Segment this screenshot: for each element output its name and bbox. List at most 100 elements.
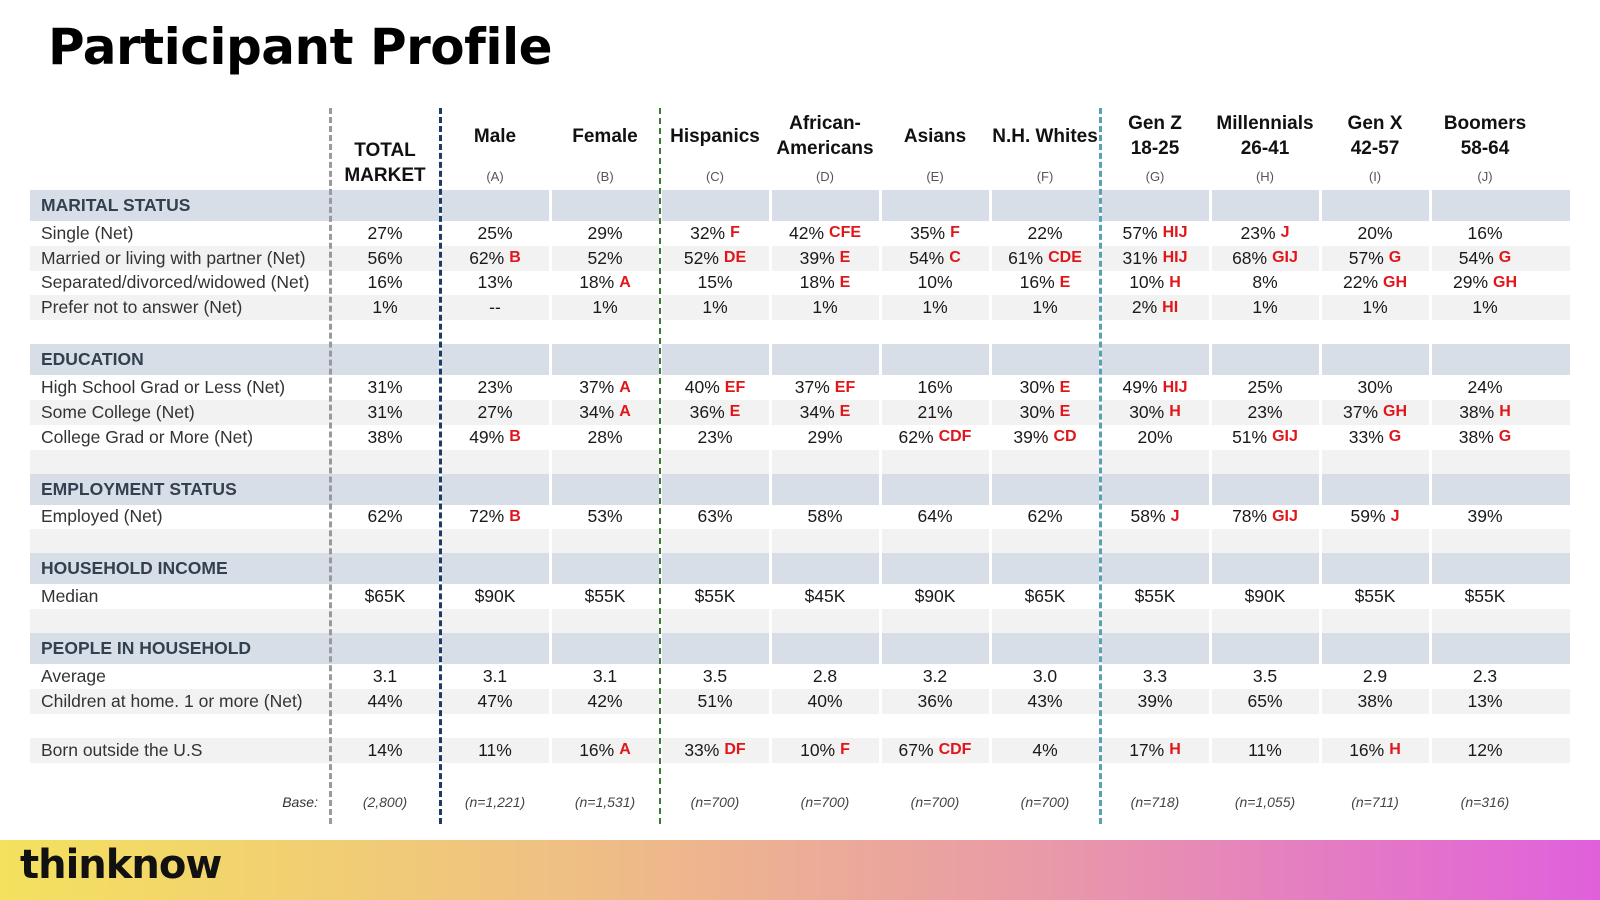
cell-value: 10% xyxy=(917,272,953,293)
table-cell: 22% GH xyxy=(1320,271,1430,296)
table-cell: $65K xyxy=(990,584,1100,609)
table-cell: 10% xyxy=(880,271,990,296)
cell-value: 1% xyxy=(592,297,618,318)
table-cell: 38% G xyxy=(1430,425,1540,450)
cell-value: 63% xyxy=(697,506,733,527)
table-cell: 36% E xyxy=(660,400,770,425)
cell-value: $65K xyxy=(1024,586,1066,607)
section-label: MARITAL STATUS xyxy=(41,195,191,215)
cell-value: 36% xyxy=(689,401,725,422)
cell-value: 25% xyxy=(1247,377,1283,398)
cell-value: $55K xyxy=(694,586,736,607)
cell-value: 1% xyxy=(702,297,728,318)
cell-value: 11% xyxy=(478,739,512,760)
table-cell: 23% J xyxy=(1210,221,1320,246)
row-label: Base: xyxy=(282,793,318,810)
section-label: HOUSEHOLD INCOME xyxy=(41,558,228,579)
table-row: Median $65K $90K $55K $55K $45K $90K $65K $55K $9… xyxy=(30,584,1570,609)
table-cell: 42% CFE xyxy=(770,221,880,246)
table-cell: 59% J xyxy=(1320,505,1430,530)
cell-value: 52% xyxy=(683,247,719,268)
cell-value: 52% xyxy=(587,247,623,268)
cell-value: 23% xyxy=(697,426,733,447)
table-cell: 12% xyxy=(1430,738,1540,763)
table-cell: (2,800) xyxy=(330,787,440,817)
cell-value: 78% xyxy=(1232,506,1268,527)
cell-value: (n=700) xyxy=(1020,793,1070,810)
cell-value: 40% xyxy=(807,690,843,711)
column-letter: (F) xyxy=(1036,168,1054,184)
cell-value: 1% xyxy=(1362,297,1388,318)
table-cell: $90K xyxy=(1210,584,1320,609)
significance-letters: F xyxy=(730,224,740,242)
table-cell: 39% E xyxy=(770,246,880,271)
cell-value: 56% xyxy=(367,247,403,268)
cell-value: 36% xyxy=(917,690,953,711)
significance-letters: EF xyxy=(724,378,746,396)
cell-value: $55K xyxy=(1354,586,1396,607)
table-cell: 8% xyxy=(1210,271,1320,296)
column-header: Gen X 42-57 xyxy=(1347,113,1403,159)
cell-value: 30% xyxy=(1019,401,1055,422)
row-label: Employed (Net) xyxy=(41,506,163,527)
cell-value: 58% xyxy=(807,506,843,527)
column-gap xyxy=(989,108,992,824)
row-label: Median xyxy=(41,586,99,607)
table-cell: 61% CDE xyxy=(990,246,1100,271)
table-row: College Grad or More (Net) 38% 49% B 28% 23% 2… xyxy=(30,425,1570,450)
cell-value: $55K xyxy=(584,586,626,607)
cell-value: 3.2 xyxy=(922,666,948,687)
table-cell: 22% xyxy=(990,221,1100,246)
cell-value: 42% xyxy=(788,222,825,243)
table-cell: 49% HIJ xyxy=(1100,375,1210,400)
column-letter: (A) xyxy=(486,168,504,184)
table-row: Single (Net) 27% 25% 29% 32% F 42% CFE 35% F 22% 57… xyxy=(30,221,1570,246)
table-cell: 15% xyxy=(660,271,770,296)
section-header-row: EMPLOYMENT STATUS xyxy=(30,473,1570,505)
table-cell: 1% xyxy=(550,295,660,320)
cell-value: 21% xyxy=(917,401,953,422)
cell-value: 32% xyxy=(690,222,726,243)
table-cell: (n=700) xyxy=(770,787,880,817)
cell-value: 64% xyxy=(917,506,953,527)
significance-letters: GIJ xyxy=(1272,507,1298,525)
cell-value: (n=1,221) xyxy=(464,793,526,810)
column-header: Gen Z 18-25 xyxy=(1128,113,1182,159)
table-row: Some College (Net) 31% 27% 34% A 36% E 34% E 21% 3… xyxy=(30,400,1570,425)
table-cell: 62% CDF xyxy=(880,425,990,450)
significance-letters: HIJ xyxy=(1162,224,1188,242)
table-cell: 16% xyxy=(1430,221,1540,246)
significance-letters: H xyxy=(1499,403,1511,421)
table-cell: 35% F xyxy=(880,221,990,246)
cell-value: 30% xyxy=(1357,377,1393,398)
row-label: Single (Net) xyxy=(41,222,134,243)
table-cell: 11% xyxy=(1210,738,1320,763)
table-cell: 62% xyxy=(990,505,1100,530)
cell-value: 29% xyxy=(1452,272,1489,293)
cell-value: 47% xyxy=(477,690,513,711)
cell-value: 57% xyxy=(1348,247,1384,268)
significance-letters: C xyxy=(949,249,961,267)
cell-value: 23% xyxy=(1247,401,1283,422)
table-cell: 23% xyxy=(1210,400,1320,425)
cell-value: (n=700) xyxy=(800,793,850,810)
row-label: High School Grad or Less (Net) xyxy=(41,377,286,398)
column-gap xyxy=(1209,108,1212,824)
cell-value: 43% xyxy=(1027,690,1063,711)
significance-letters: J xyxy=(1280,224,1290,242)
table-cell: 54% G xyxy=(1430,246,1540,271)
table-row: Prefer not to answer (Net) 1% -- 1% 1% 1% 1% 1%… xyxy=(30,295,1570,321)
table-cell: 17% H xyxy=(1100,738,1210,763)
column-header: Hispanics xyxy=(670,125,760,147)
cell-value: $55K xyxy=(1464,586,1506,607)
table-cell: 16% E xyxy=(990,271,1100,296)
table-cell: 57% G xyxy=(1320,246,1430,271)
table-cell: 72% B xyxy=(440,505,550,530)
table-cell: 3.1 xyxy=(550,664,660,689)
significance-letters: B xyxy=(509,249,521,267)
cell-value: 49% xyxy=(1122,377,1158,398)
table-cell: $90K xyxy=(440,584,550,609)
cell-value: 40% xyxy=(684,377,720,398)
cell-value: 61% xyxy=(1008,247,1044,268)
section-header-row: MARITAL STATUS xyxy=(30,190,1570,221)
